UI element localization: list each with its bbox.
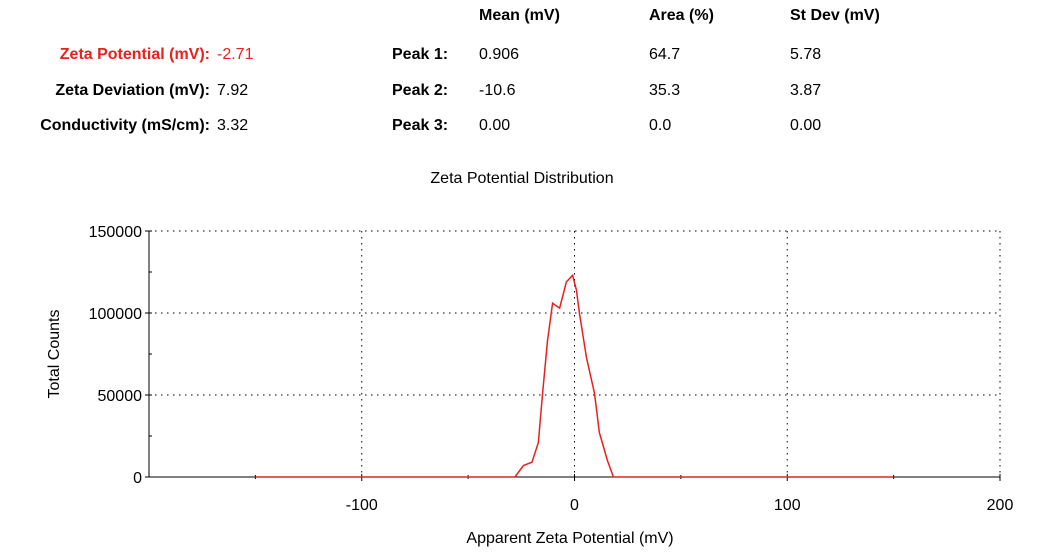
peak-3-mean: 0.00 <box>479 117 511 134</box>
y-tick-label: 50000 <box>98 388 143 405</box>
header-mean: Mean (mV) <box>479 7 560 24</box>
y-tick-label: 0 <box>133 470 142 487</box>
peak-3-label: Peak 3: <box>392 117 449 134</box>
zeta-deviation-value: 7.92 <box>217 82 249 99</box>
x-tick-label: 0 <box>570 497 579 514</box>
y-axis-label: Total Counts <box>46 310 63 399</box>
peak-2-stdev: 3.87 <box>790 81 822 99</box>
header-stdev: St Dev (mV) <box>790 7 880 24</box>
zeta-potential-label: Zeta Potential (mV): <box>59 46 210 63</box>
conductivity-label: Conductivity (mS/cm): <box>40 117 210 134</box>
chart-title: Zeta Potential Distribution <box>430 170 613 187</box>
x-tick-label: 100 <box>774 497 801 514</box>
peak-3-area: 0.0 <box>649 117 672 134</box>
peak-1-area: 64.7 <box>649 46 681 63</box>
header-area: Area (%) <box>649 7 714 24</box>
peak-1-label: Peak 1: <box>392 46 449 63</box>
peak-1-mean: 0.906 <box>479 46 520 63</box>
y-tick-label: 100000 <box>89 306 142 323</box>
x-axis-label: Apparent Zeta Potential (mV) <box>466 530 673 547</box>
peak-3-stdev: 0.00 <box>790 117 822 134</box>
y-tick-label: 150000 <box>89 224 142 241</box>
x-tick-label: 200 <box>987 497 1014 514</box>
peak-2-mean: -10.6 <box>479 81 516 99</box>
zeta-potential-value: -2.71 <box>217 46 254 63</box>
peak-1-stdev: 5.78 <box>790 46 822 63</box>
peak-2-area: 35.3 <box>649 81 681 99</box>
peak-2-label: Peak 2: <box>392 81 449 99</box>
conductivity-value: 3.32 <box>217 117 249 134</box>
zeta-deviation-label: Zeta Deviation (mV): <box>55 82 210 99</box>
x-tick-label: -100 <box>346 497 378 514</box>
